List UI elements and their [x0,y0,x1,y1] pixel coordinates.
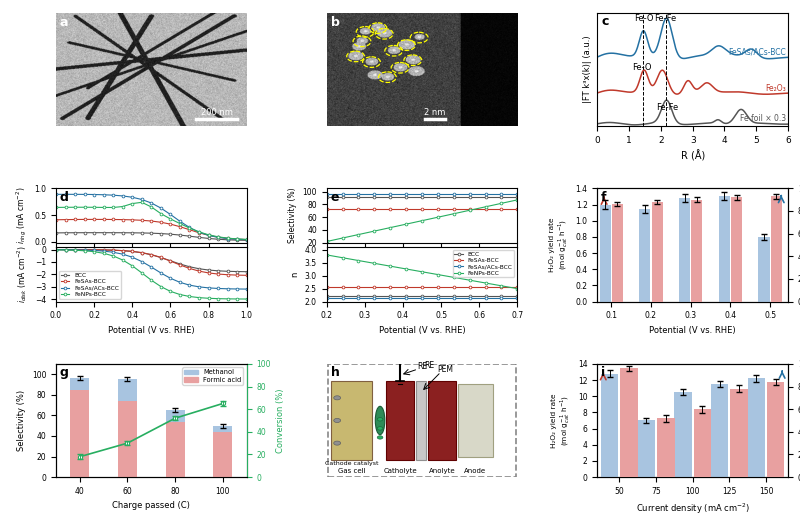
Bar [118,379,137,477]
Bar [651,202,662,302]
Bar [118,401,137,477]
Y-axis label: Selectivity (%): Selectivity (%) [288,188,297,243]
Bar [770,196,782,302]
X-axis label: Potential (V vs. RHE): Potential (V vs. RHE) [108,326,194,335]
Text: f: f [601,191,606,204]
Text: a: a [60,16,68,29]
Y-axis label: $i_{ring}$ (mA cm$^{-2}$): $i_{ring}$ (mA cm$^{-2}$) [14,187,29,244]
Legend: BCC, FeSAs-BCC, FeSAs/ACs-BCC, FeNPs-BCC: BCC, FeSAs-BCC, FeSAs/ACs-BCC, FeNPs-BCC [59,271,121,299]
Y-axis label: n: n [290,272,299,277]
Text: b: b [330,16,339,29]
Y-axis label: H₂O₂ yield rate
(mol g$_{cat}^{-1}$ h$^{-1}$): H₂O₂ yield rate (mol g$_{cat}^{-1}$ h$^{… [549,218,570,272]
Text: Gas cell: Gas cell [338,467,366,473]
FancyBboxPatch shape [458,384,493,457]
Bar [638,421,655,477]
Text: h: h [330,366,339,379]
Bar [599,205,610,302]
Text: Catholyte: Catholyte [383,467,417,473]
Y-axis label: Conversion (%): Conversion (%) [277,388,286,452]
Text: FeSAs/ACs-BCC: FeSAs/ACs-BCC [729,47,786,56]
Bar [214,426,232,477]
Bar [691,200,702,302]
Text: Fe₂O₃: Fe₂O₃ [766,84,786,93]
Text: g: g [60,366,69,379]
Bar [166,422,185,477]
Text: Fe-Fe: Fe-Fe [656,104,678,112]
Ellipse shape [378,427,383,430]
Bar [70,378,90,477]
Circle shape [334,441,341,445]
Text: Fe-Fe: Fe-Fe [654,14,677,23]
Text: Cathode catalyst: Cathode catalyst [325,461,378,466]
Text: Anode: Anode [464,467,486,473]
Bar [711,384,729,477]
Text: 200 nm: 200 nm [201,108,232,117]
X-axis label: R (Å): R (Å) [681,150,705,162]
Bar [70,389,90,477]
Bar [601,373,618,477]
Text: RE: RE [424,361,434,370]
Bar [679,198,690,302]
Bar [657,418,674,477]
Text: RE: RE [417,362,427,371]
FancyBboxPatch shape [330,381,373,460]
Bar [758,237,770,302]
Text: c: c [601,15,609,28]
Bar [730,389,748,477]
Bar [674,392,692,477]
Text: Fe-O: Fe-O [634,14,653,23]
X-axis label: Potential (V vs. RHE): Potential (V vs. RHE) [650,326,736,335]
Text: i: i [601,366,606,379]
Bar [718,196,730,302]
FancyBboxPatch shape [386,381,414,460]
Circle shape [334,396,341,400]
Text: e: e [330,190,339,204]
Legend: Methanol, Formic acid: Methanol, Formic acid [182,367,243,385]
Legend: BCC, FeSAs-BCC, FeSAs/ACs-BCC, FeNPs-BCC: BCC, FeSAs-BCC, FeSAs/ACs-BCC, FeNPs-BCC [453,250,514,278]
Ellipse shape [378,418,383,421]
FancyBboxPatch shape [416,381,426,460]
Y-axis label: Selectivity (%): Selectivity (%) [18,390,26,451]
Y-axis label: H₂O₂ yield rate
(mol g$_{cat}^{-1}$ h$^{-1}$): H₂O₂ yield rate (mol g$_{cat}^{-1}$ h$^{… [551,393,573,448]
Bar [731,198,742,302]
Text: d: d [60,190,69,204]
X-axis label: Potential (V vs. RHE): Potential (V vs. RHE) [378,326,466,335]
Bar [620,368,638,477]
Y-axis label: $i_{disk}$ (mA cm$^{-2}$): $i_{disk}$ (mA cm$^{-2}$) [15,246,30,303]
Bar [166,410,185,477]
Bar [639,209,650,302]
Text: Fe-O: Fe-O [632,63,652,72]
FancyBboxPatch shape [428,381,456,460]
Y-axis label: |FT k³x(k)| (a.u.): |FT k³x(k)| (a.u.) [583,35,592,103]
Circle shape [334,419,341,423]
Bar [767,382,785,477]
Text: Fe foil × 0.3: Fe foil × 0.3 [740,114,786,123]
Bar [694,409,711,477]
X-axis label: Current density (mA cm$^{-2}$): Current density (mA cm$^{-2}$) [636,501,750,513]
Text: Anolyte: Anolyte [429,467,455,473]
X-axis label: Charge passed (C): Charge passed (C) [112,501,190,510]
Bar [214,432,232,477]
Ellipse shape [378,436,383,439]
Bar [612,204,623,302]
Text: PEM: PEM [437,365,453,374]
Text: 2 nm: 2 nm [424,108,446,117]
Bar [747,379,765,477]
Ellipse shape [375,406,385,435]
